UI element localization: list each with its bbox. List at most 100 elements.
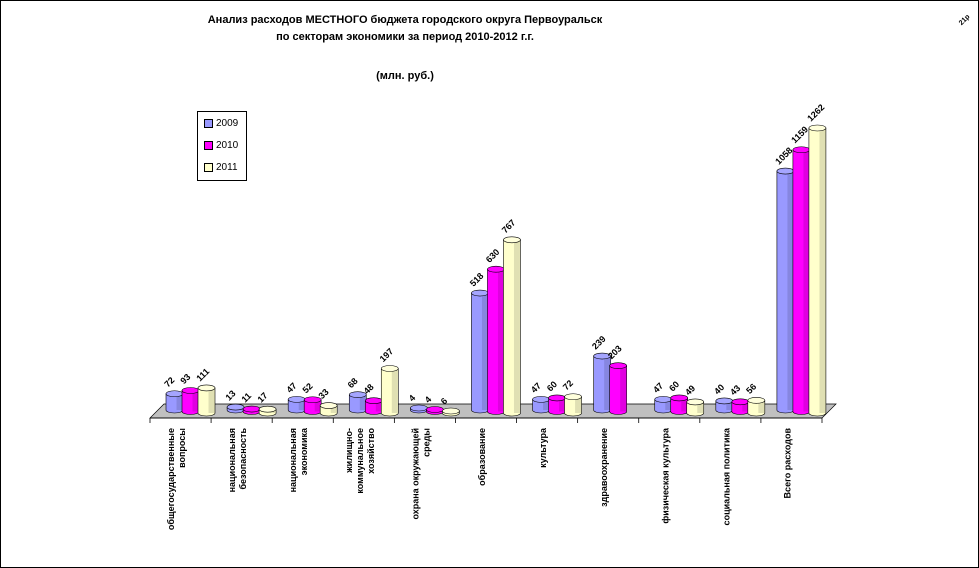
value-label: 47 (285, 381, 299, 395)
bar-2011-10 (808, 124, 827, 417)
bar-2011-0 (197, 384, 216, 417)
bar-2010-7 (609, 362, 627, 415)
value-label: 72 (162, 375, 176, 389)
category-label-line: образование (477, 428, 487, 486)
bar-top (670, 394, 689, 402)
value-label: 40 (712, 382, 726, 396)
bar-top (532, 396, 550, 403)
bar-shade (176, 393, 183, 410)
bar-2010-9 (731, 398, 750, 415)
bar-top (487, 265, 505, 273)
legend-swatch-2011 (204, 162, 213, 172)
legend: 2009 2010 2011 (197, 111, 247, 181)
bar-top (686, 398, 705, 406)
bar-shade (665, 399, 672, 410)
value-label: 60 (545, 379, 559, 393)
bar-top (792, 146, 811, 154)
bar-shade (481, 293, 488, 410)
bar-2011-8 (686, 398, 705, 417)
bar-top (364, 397, 383, 404)
legend-label-2009: 2009 (216, 117, 239, 129)
category-label-line: национальная (227, 428, 237, 492)
category-label-line: экономика (299, 427, 309, 475)
category-label-line: общегосударственные (166, 428, 176, 530)
category-label-line: жилищно- (344, 428, 354, 474)
bar-top (593, 352, 611, 360)
category-label-line: среды (421, 428, 431, 457)
legend-item-2009: 2009 (204, 116, 238, 130)
bar-top (410, 404, 428, 412)
bar-2010-3 (364, 397, 383, 415)
bar-top (715, 397, 734, 405)
category-label: образование (477, 428, 487, 486)
category-label-line: здравоохранение (599, 428, 609, 507)
value-label: 4 (423, 394, 434, 405)
bar-shade (604, 356, 611, 410)
bar-2009-7 (593, 352, 611, 414)
value-label: 43 (728, 383, 742, 397)
bar-top (197, 384, 216, 392)
bar-2009-4 (410, 404, 428, 414)
chart-subtitle: (млн. руб.) (376, 70, 434, 82)
value-label: 111 (194, 366, 211, 383)
legend-swatch-2009 (204, 118, 213, 128)
bar-2009-5 (471, 289, 489, 414)
bar-shade (359, 394, 366, 410)
category-label-line: хозяйство (366, 428, 376, 474)
bar-shade (575, 396, 582, 413)
bar-top (319, 402, 338, 409)
category-label-line: вопросы (177, 428, 187, 468)
bar-top (258, 405, 277, 413)
chart-title: Анализ расходов МЕСТНОГО бюджета городск… (207, 14, 603, 26)
value-label: 47 (529, 381, 543, 395)
bar-shade (681, 397, 688, 412)
value-label: 630 (484, 247, 502, 265)
bar-shade (803, 149, 810, 412)
bar-top (731, 398, 750, 406)
category-label: культура (538, 427, 548, 468)
bar-2010-6 (548, 394, 566, 415)
legend-item-2011: 2011 (204, 160, 238, 174)
category-label: охрана окружающейсреды (410, 428, 431, 520)
bar-top (226, 403, 245, 411)
value-label: 1159 (789, 124, 810, 145)
bar-top (548, 394, 566, 402)
category-label: национальнаяэкономика (288, 427, 309, 492)
bar-top (165, 390, 184, 398)
bar-top (181, 387, 200, 394)
bar-top (287, 396, 306, 403)
value-label: 33 (317, 387, 331, 401)
legend-item-2010: 2010 (204, 138, 238, 152)
bar-2010-10 (792, 146, 811, 415)
bar-2011-3 (380, 365, 399, 417)
bar-top (776, 167, 795, 175)
bar-top (747, 397, 766, 404)
bar-2010-8 (670, 394, 689, 415)
bar-2010-0 (181, 387, 200, 415)
value-label: 1058 (773, 145, 794, 166)
legend-label-2011: 2011 (216, 161, 238, 173)
value-label: 48 (362, 382, 376, 396)
bar-top (808, 124, 827, 132)
bar-2009-6 (532, 396, 550, 414)
chart-title-line2: по секторам экономики за период 2010-201… (276, 31, 534, 43)
bar-top (609, 362, 627, 369)
bar-2010-4 (426, 406, 444, 415)
bar-shade (314, 399, 321, 412)
bar-shade (726, 400, 733, 410)
value-label: 11 (239, 391, 253, 405)
bar-top (503, 236, 521, 244)
value-label: 72 (561, 378, 575, 392)
bar-2010-1 (242, 405, 261, 415)
value-label: 6 (439, 396, 450, 407)
bar-2009-8 (654, 396, 673, 414)
bar-shade (620, 365, 627, 412)
bar-2009-9 (715, 397, 734, 414)
value-label: 767 (500, 218, 518, 236)
value-label: 17 (255, 390, 269, 404)
bar-2009-1 (226, 403, 245, 414)
bar-shade (391, 368, 398, 413)
bar-2009-3 (348, 391, 367, 414)
bar-shade (758, 400, 765, 413)
category-label: общегосударственныевопросы (166, 428, 187, 530)
